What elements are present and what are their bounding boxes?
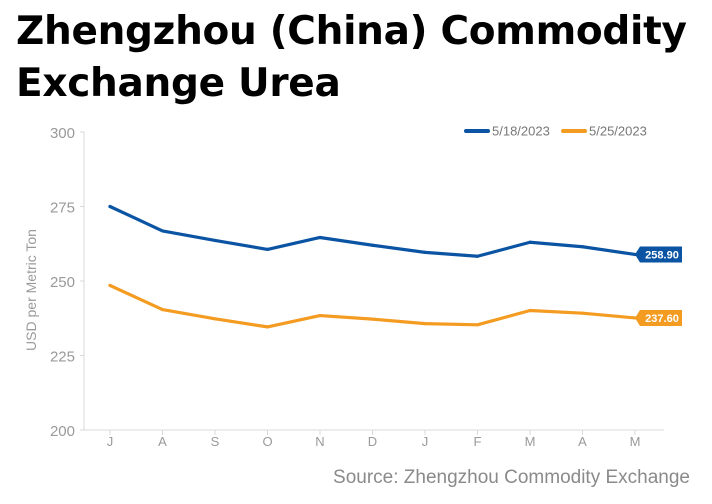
end-value-badge [635,246,682,263]
y-axis-label: USD per Metric Ton [23,229,39,351]
x-tick-label: O [262,434,272,449]
chart-legend: 5/18/2023 5/25/2023 [464,124,647,139]
data-point [475,323,480,327]
data-point [580,311,585,315]
data-point [213,317,217,321]
data-point [528,240,532,244]
x-tick-label: A [578,434,587,449]
data-point [423,322,427,326]
data-point [423,250,427,254]
y-tick-label: 250 [50,274,75,291]
data-point [213,238,217,243]
x-tick-label: S [211,434,220,449]
end-value-badge [635,309,682,326]
x-tick-label: J [422,434,429,449]
end-labels: 258.90 237.60 [635,246,682,326]
chart-axes: 200 225 250 275 300 J A S O N D J F M A M [50,125,664,449]
legend-label: 5/25/2023 [589,124,647,139]
data-point [265,247,270,252]
legend-label: 5/18/2023 [492,124,550,139]
x-tick-label: M [525,434,536,449]
y-tick-label: 200 [50,423,75,440]
series-line [108,204,637,258]
data-point [318,235,322,240]
x-tick-label: F [474,434,482,449]
data-point [318,313,322,318]
end-value-label: 258.90 [645,249,679,261]
data-point [108,204,112,209]
x-tick-label: M [630,434,641,449]
end-value-label: 237.60 [645,313,679,325]
y-tick-label: 275 [50,200,75,217]
data-point [160,229,165,233]
x-tick-label: N [315,434,324,449]
chart-title: Zhengzhou (China) Commodity Exchange Ure… [16,9,687,106]
data-point [160,308,165,312]
data-point [370,317,375,321]
series-layer [108,204,637,329]
x-tick-label: J [107,434,114,449]
data-point [265,325,270,329]
data-point [108,283,112,288]
data-point [580,245,585,249]
data-point [528,308,532,313]
data-point [475,254,480,258]
y-tick-label: 225 [50,349,75,366]
y-tick-label: 300 [50,125,75,142]
x-tick-label: D [368,434,377,449]
data-point [370,243,375,247]
source-note: Source: Zhengzhou Commodity Exchange [333,467,690,488]
x-tick-label: A [158,434,167,449]
